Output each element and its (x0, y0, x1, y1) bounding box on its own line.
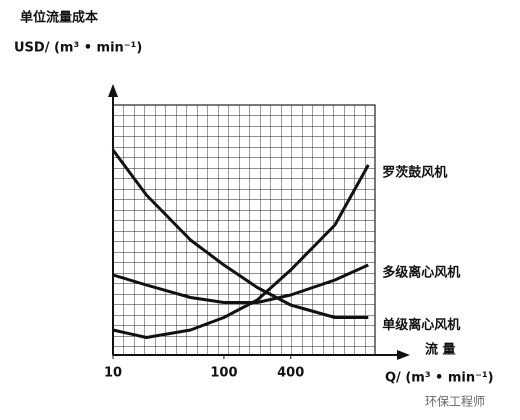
y-unit: USD/ (m³ • min⁻¹) (14, 41, 142, 56)
x-tick-label: 400 (277, 366, 304, 381)
x-tick-label: 10 (104, 366, 122, 381)
x-tick-label: 100 (210, 366, 237, 381)
series-line (112, 164, 370, 339)
series-line (112, 263, 369, 304)
y-label: 单位流量成本 (20, 10, 98, 26)
legend-label: 罗茨鼓风机 (382, 165, 447, 181)
series-line (111, 149, 369, 319)
legend-label: 单级离心风机 (382, 317, 460, 333)
x-label: 流 量 (425, 342, 456, 358)
legend-label: 多级离心风机 (382, 265, 460, 281)
x-unit: Q/ (m³ • min⁻¹) (385, 371, 494, 386)
y-arrow (108, 84, 118, 97)
x-arrow (397, 350, 410, 360)
watermark: 环保工程师 (425, 394, 485, 409)
